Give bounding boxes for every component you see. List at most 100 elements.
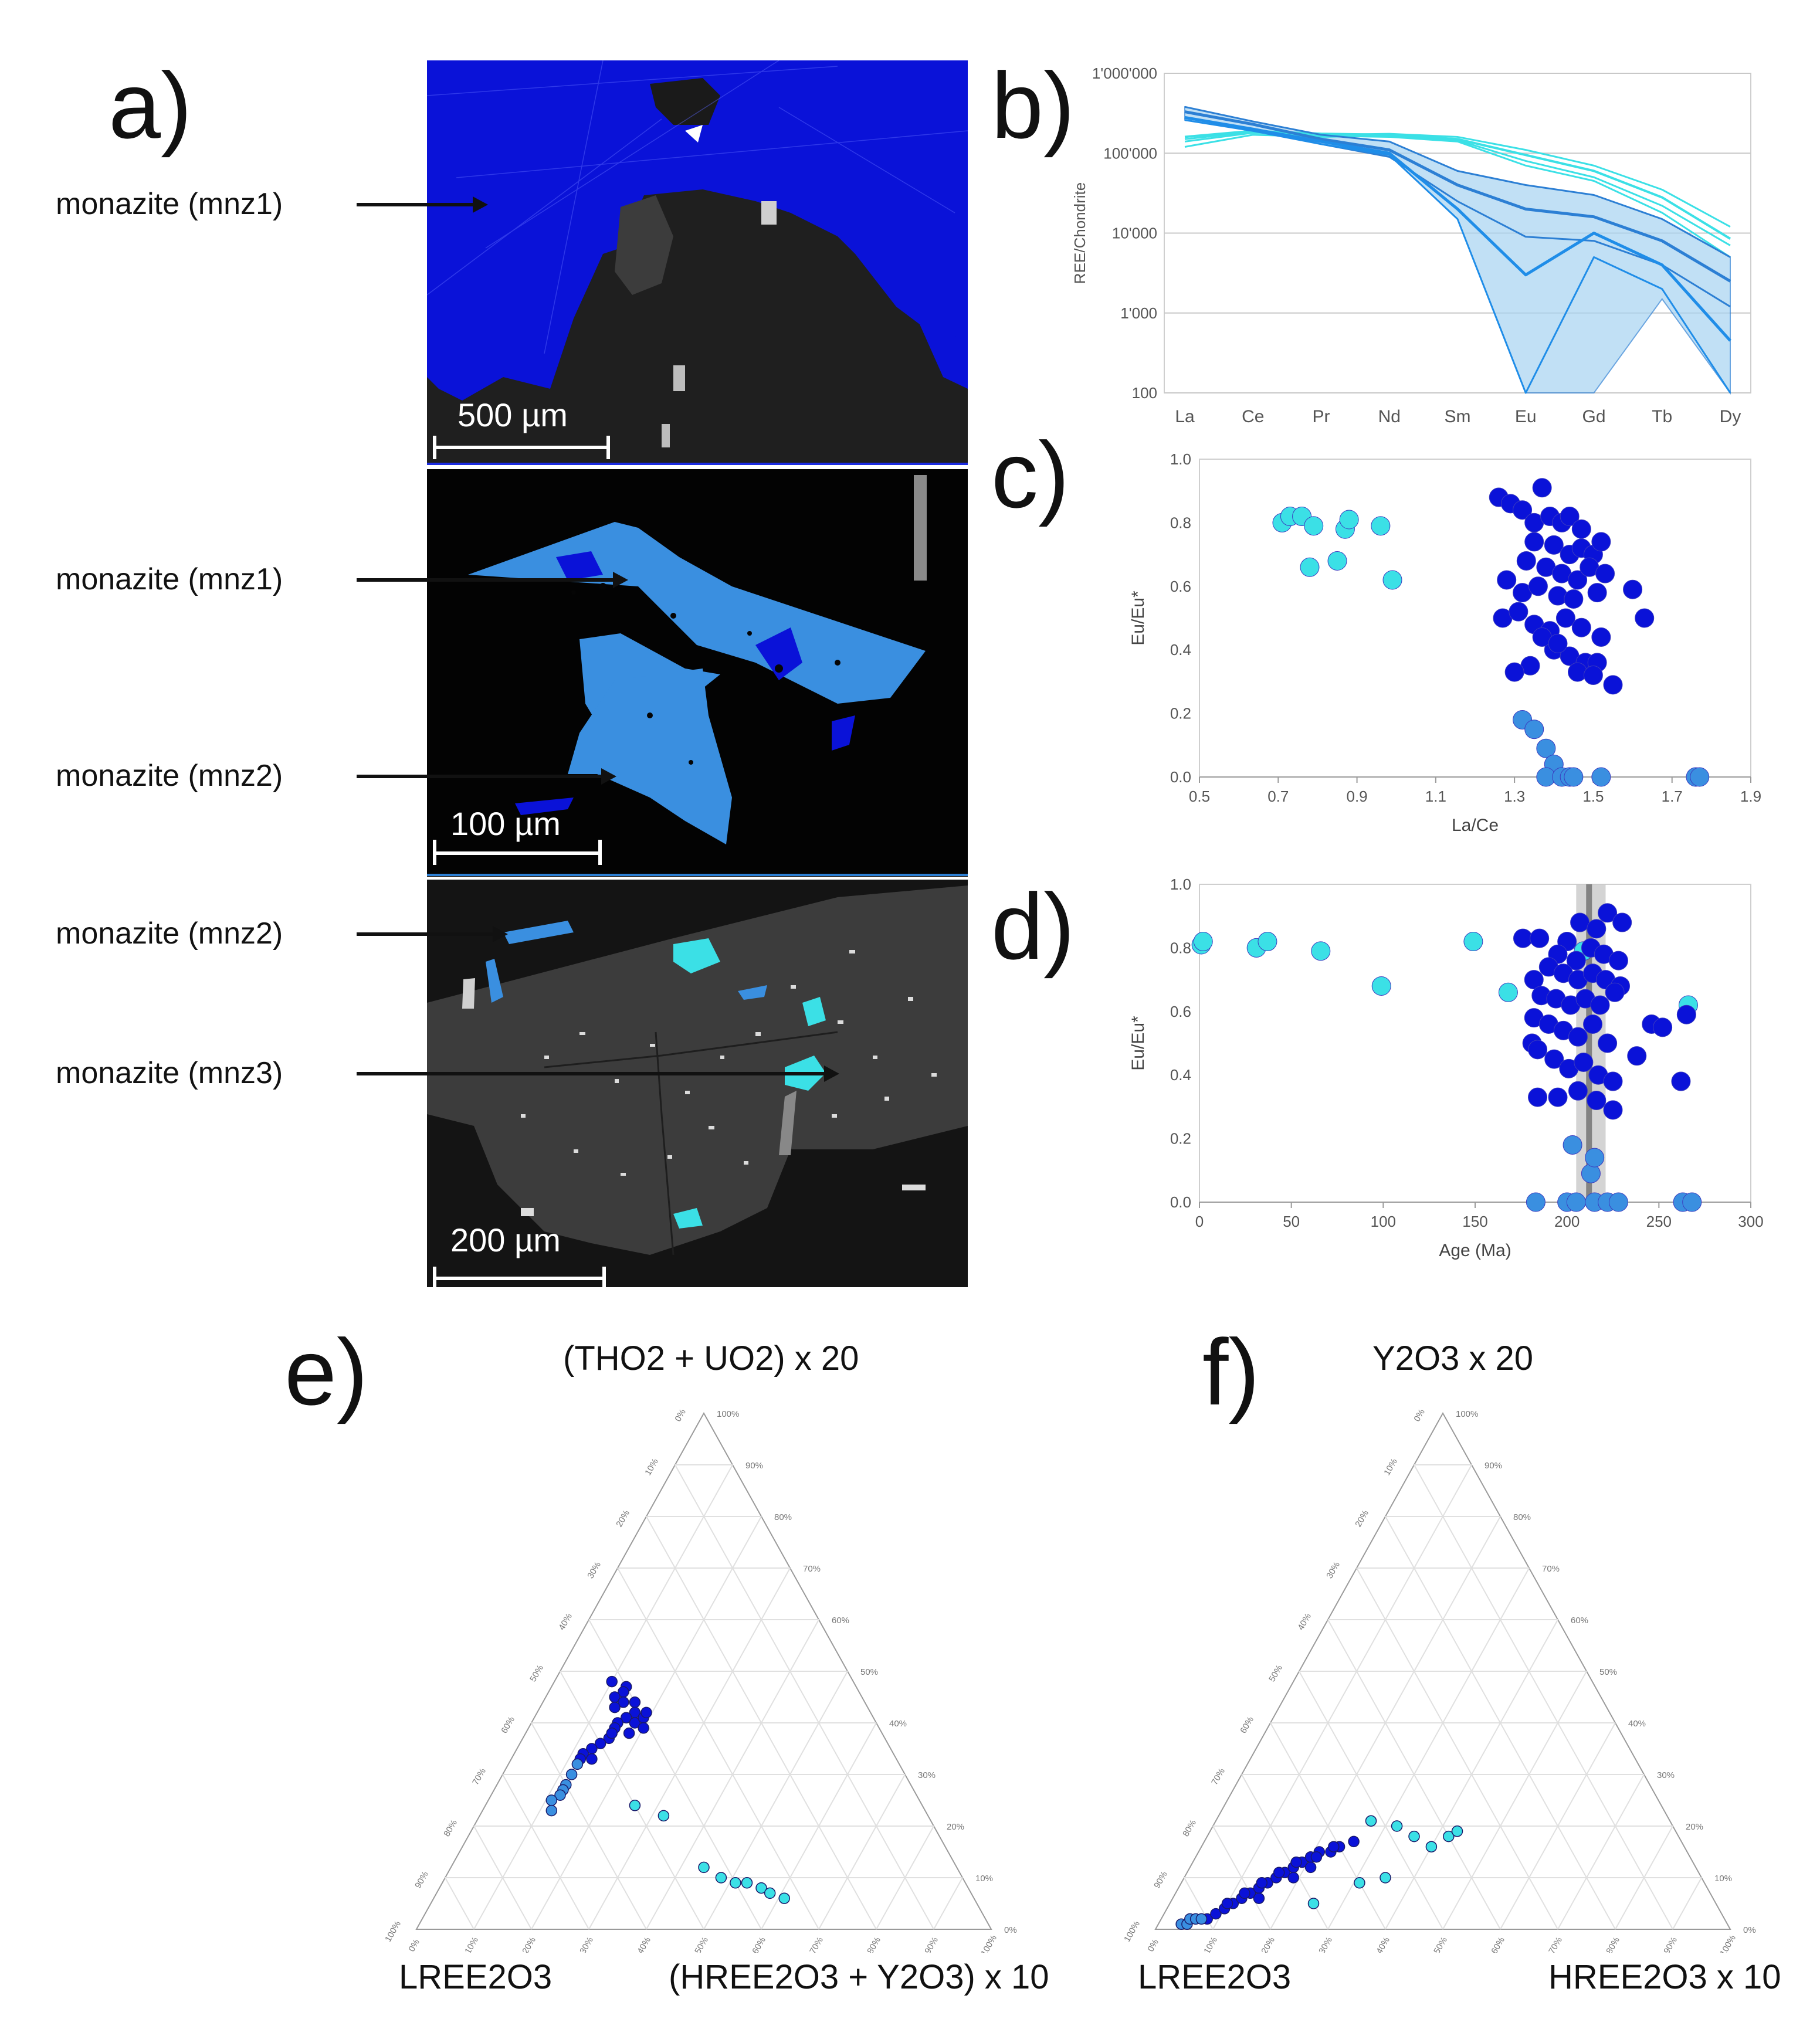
data-point-mnz1 <box>1530 928 1550 948</box>
y-tick-label: 0.2 <box>1170 705 1191 722</box>
x-tick-label: 1.7 <box>1662 788 1683 805</box>
ternary-tick-right: 100% <box>1456 1409 1478 1419</box>
ternary-tick-right: 30% <box>918 1770 936 1780</box>
ree-series-line-mnz1 <box>1184 110 1731 283</box>
ternary-point-mnz1 <box>1290 1856 1302 1868</box>
ternary-tick-right: 40% <box>889 1719 907 1729</box>
label-img3-mnz2: monazite (mnz2) <box>56 917 283 951</box>
ternary-tick-bottom: 10% <box>1202 1935 1219 1953</box>
ternary-point-mnz3 <box>715 1872 727 1884</box>
ternary-point-mnz3 <box>1451 1825 1463 1837</box>
data-point-mnz3 <box>1311 941 1331 961</box>
ternary-gridline <box>1327 1567 1530 1930</box>
ternary-gridline <box>588 1567 791 1930</box>
data-point-mnz1 <box>1504 662 1524 682</box>
ternary-tick-bottom: 80% <box>865 1935 883 1953</box>
x-tick-label: 1.5 <box>1582 788 1604 805</box>
ternary-tick-bottom: 40% <box>1374 1935 1392 1953</box>
data-point-mnz1 <box>1571 519 1591 539</box>
y-tick-label: 0.0 <box>1170 1193 1191 1211</box>
ternary-point-mnz1 <box>1210 1908 1222 1920</box>
ternary-e-right-label: (HREE2O3 + Y2O3) x 10 <box>669 1958 1049 1996</box>
ternary-gridline <box>1299 1671 1443 1930</box>
data-point-mnz1 <box>1568 662 1588 682</box>
data-point-mnz1 <box>1605 982 1625 1002</box>
ternary-gridline <box>933 1877 963 1930</box>
data-point-mnz1 <box>1513 500 1533 520</box>
data-point-mnz3 <box>1304 516 1324 536</box>
micrograph-2: 100 µm <box>427 469 968 877</box>
scalebar-label-1: 500 µm <box>457 396 568 433</box>
ternary-tick-left: 40% <box>1296 1611 1313 1632</box>
data-point-mnz1 <box>1583 666 1603 686</box>
ternary-f-right-label: HREE2O3 x 10 <box>1548 1958 1781 1996</box>
data-point-mnz1 <box>1623 579 1643 599</box>
ternary-gridline <box>560 1671 704 1930</box>
y-tick-label: 0.4 <box>1170 641 1191 659</box>
ternary-point-mnz2 <box>565 1769 578 1780</box>
x-tick-label: La <box>1175 407 1195 426</box>
ternary-tick-bottom: 10% <box>463 1935 480 1953</box>
ternary-gridline <box>1356 1567 1558 1930</box>
panel-label-d: d) <box>991 874 1075 979</box>
ternary-point-mnz1 <box>1310 1851 1323 1863</box>
data-point-mnz1 <box>1566 951 1586 971</box>
data-point-mnz1 <box>1583 1014 1603 1034</box>
panel-label-e: e) <box>284 1319 368 1424</box>
y-tick-label: 0.4 <box>1170 1066 1191 1084</box>
ternary-point-mnz2 <box>1195 1913 1208 1925</box>
data-point-mnz1 <box>1528 576 1548 596</box>
ternary-gridline <box>473 1825 532 1930</box>
ternary-gridline <box>1615 1825 1673 1930</box>
scalebar-label-3: 200 µm <box>450 1221 561 1258</box>
ternary-tick-left: 60% <box>1238 1715 1256 1735</box>
y-tick-label: 0.2 <box>1170 1130 1191 1148</box>
data-point-mnz1 <box>1587 919 1607 939</box>
ternary-tick-right: 30% <box>1657 1770 1675 1780</box>
data-point-mnz1 <box>1528 1087 1548 1107</box>
data-point-mnz2 <box>1682 1192 1702 1212</box>
ternary-point-mnz1 <box>609 1701 621 1713</box>
data-point-mnz2 <box>1581 1163 1601 1183</box>
data-point-mnz3 <box>1463 932 1483 952</box>
data-point-mnz1 <box>1574 1053 1594 1073</box>
x-tick-label: Sm <box>1445 407 1471 426</box>
data-point-mnz1 <box>1591 532 1611 552</box>
ternary-tick-right: 70% <box>1542 1564 1560 1574</box>
ternary-tick-left: 80% <box>442 1818 459 1838</box>
micrograph-1: 500 µm <box>427 60 968 465</box>
data-point-mnz2 <box>1566 1192 1586 1212</box>
arrow-head <box>473 196 488 213</box>
ternary-gridline <box>1414 1464 1673 1930</box>
ternary-gridline <box>1270 1722 1386 1930</box>
ternary-tick-left: 90% <box>1152 1869 1170 1890</box>
ree-series-line-mnz1 <box>1184 106 1731 258</box>
ree-series-line-mnz2 <box>1184 116 1731 342</box>
ternary-gridline <box>1442 1671 1587 1930</box>
ternary-point-mnz2 <box>545 1804 558 1817</box>
data-point-mnz2 <box>1591 767 1611 787</box>
y-tick-label: 0.8 <box>1170 939 1191 956</box>
ternary-tick-bottom: 90% <box>1662 1935 1679 1953</box>
ternary-tick-left: 40% <box>557 1611 574 1632</box>
data-point-mnz1 <box>1671 1071 1691 1091</box>
y-tick-label: 1'000'000 <box>1092 65 1157 82</box>
ternary-point-mnz3 <box>730 1877 741 1889</box>
ternary-tick-right: 60% <box>832 1616 849 1626</box>
data-point-mnz1 <box>1497 570 1517 590</box>
ternary-point-mnz3 <box>1354 1877 1365 1889</box>
ternary-gridline <box>1672 1877 1702 1930</box>
ternary-tick-left: 0% <box>673 1407 688 1423</box>
ternary-tick-right: 80% <box>774 1512 792 1522</box>
ternary-tick-bottom: 0% <box>1145 1937 1161 1953</box>
eu-age-scatter-chart: 0.0 0.2 0.4 0.6 0.8 1.0 0 50 100 150 200 250 300 Age … <box>1128 876 1764 1260</box>
ternary-point-mnz3 <box>764 1887 776 1899</box>
ternary-tick-bottom: 90% <box>923 1935 940 1953</box>
ternary-point-mnz1 <box>594 1738 606 1749</box>
data-point-mnz1 <box>1560 507 1580 527</box>
data-point-mnz1 <box>1612 912 1632 932</box>
ternary-point-mnz1 <box>1239 1887 1250 1899</box>
x-tick-label: Tb <box>1652 407 1672 426</box>
ternary-tick-right: 90% <box>1485 1461 1502 1471</box>
data-point-mnz3 <box>1371 976 1391 996</box>
